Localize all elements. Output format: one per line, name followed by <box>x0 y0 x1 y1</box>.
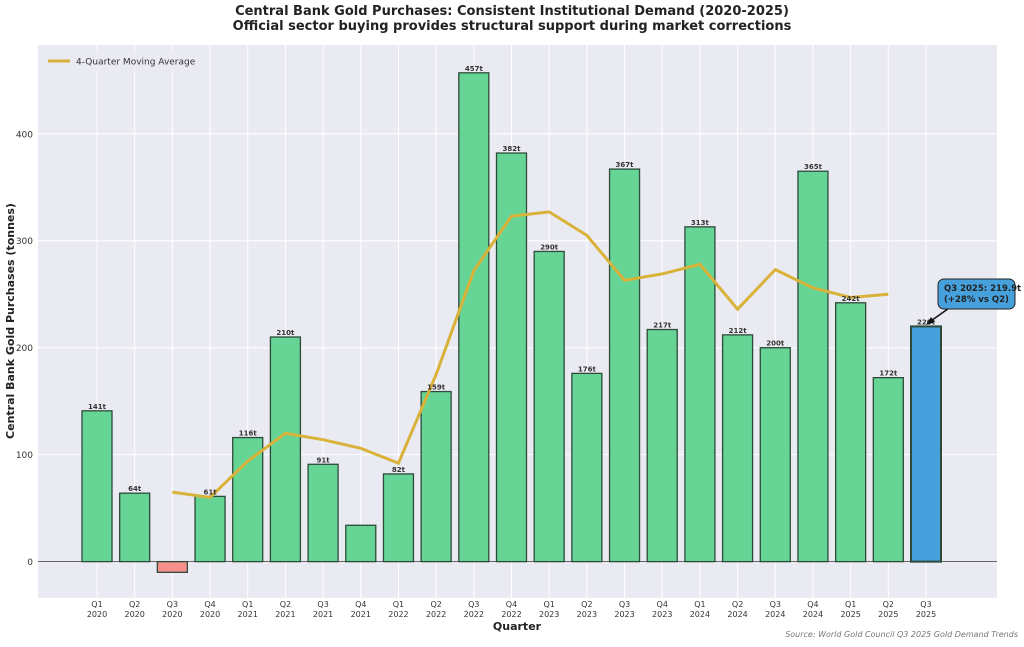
bar-data-label: 64t <box>128 485 142 493</box>
bar <box>797 170 829 563</box>
bar <box>458 72 490 563</box>
bar-data-label: 141t <box>88 403 107 411</box>
bar <box>608 168 641 563</box>
annotation-box <box>937 278 1016 310</box>
legend-label: 4-Quarter Moving Average <box>76 58 196 68</box>
x-tick-label: Q4 2020 <box>200 600 220 619</box>
x-tick-label: Q3 2025 <box>916 600 936 619</box>
x-tick-label: Q1 2023 <box>539 600 559 619</box>
x-tick-label: Q1 2022 <box>388 600 408 619</box>
bar <box>759 347 791 563</box>
bar-data-label: 200t <box>766 340 785 348</box>
bar <box>382 473 415 563</box>
bar-data-label: 457t <box>465 65 484 73</box>
x-tick-label: Q3 2021 <box>313 600 333 619</box>
bar <box>307 463 339 563</box>
bar-data-label: 313t <box>691 219 710 227</box>
y-tick-label: 400 <box>16 130 33 140</box>
bar <box>194 495 226 563</box>
x-tick-label: Q2 2025 <box>878 600 898 619</box>
x-tick-label: Q4 2021 <box>351 600 371 619</box>
x-tick-label: Q2 2023 <box>577 600 597 619</box>
x-tick-label: Q2 2022 <box>426 600 446 619</box>
bar-data-label: 210t <box>276 329 295 337</box>
source-note: Source: World Gold Council Q3 2025 Gold … <box>785 630 1018 639</box>
moving-average-line <box>172 210 889 500</box>
annotation-text: Q3 2025: 219.9t (+28% vs Q2) <box>944 284 1021 305</box>
x-tick-label: Q2 2020 <box>125 600 145 619</box>
bar-data-label: 220t <box>917 318 936 326</box>
y-tick-label: 100 <box>16 451 33 461</box>
bar <box>345 524 377 563</box>
bar <box>420 390 452 563</box>
x-tick-label: Q3 2024 <box>765 600 785 619</box>
bar-data-label: 367t <box>616 161 635 169</box>
annotation: Q3 2025: 219.9t (+28% vs Q2) <box>926 278 1021 325</box>
legend: 4-Quarter Moving Average <box>42 50 197 72</box>
bar-data-label: 176t <box>578 365 597 373</box>
bar <box>721 334 754 563</box>
x-tick-label: Q2 2021 <box>275 600 295 619</box>
x-tick-label: Q3 2020 <box>162 600 182 619</box>
bar-data-label: 91t <box>317 456 331 464</box>
bar <box>834 302 867 563</box>
x-tick-label: Q4 2022 <box>501 600 521 619</box>
y-axis-label: Central Bank Gold Purchases (tonnes) <box>4 203 17 439</box>
bar-data-label: 290t <box>540 243 559 251</box>
bar <box>910 325 942 563</box>
y-tick-label: 300 <box>16 237 33 247</box>
y-tick-label: 0 <box>27 558 33 568</box>
x-tick-label: Q2 2024 <box>727 600 747 619</box>
bar-data-label: 116t <box>239 430 258 438</box>
bar-data-label: 217t <box>653 322 672 330</box>
x-tick-label: Q3 2023 <box>614 600 634 619</box>
bar <box>156 560 189 573</box>
bar-data-label: 172t <box>879 370 898 378</box>
bar-data-label: 382t <box>503 145 522 153</box>
x-tick-label: Q3 2022 <box>464 600 484 619</box>
chart-subtitle: Official sector buying provides structur… <box>233 19 792 34</box>
bar <box>684 226 716 563</box>
x-tick-label: Q1 2021 <box>238 600 258 619</box>
bar-data-label: 242t <box>842 295 861 303</box>
bar <box>81 410 113 563</box>
x-axis-label: Quarter <box>493 620 542 633</box>
y-tick-label: 200 <box>16 344 33 354</box>
bar <box>571 372 603 563</box>
bar <box>495 152 528 563</box>
bar <box>533 250 565 563</box>
bar <box>232 436 264 563</box>
x-tick-label: Q1 2020 <box>87 600 107 619</box>
bar <box>119 492 151 563</box>
bar-data-label: 212t <box>729 327 748 335</box>
x-tick-label: Q1 2025 <box>840 600 860 619</box>
bar <box>872 377 904 563</box>
bar-data-label: 159t <box>427 384 446 392</box>
bar <box>646 328 678 563</box>
x-tick-label: Q4 2024 <box>803 600 823 619</box>
x-tick-label: Q4 2023 <box>652 600 672 619</box>
bar <box>269 336 302 563</box>
chart-title: Central Bank Gold Purchases: Consistent … <box>235 4 789 19</box>
bar-data-label: 61t <box>203 488 217 496</box>
x-tick-label: Q1 2024 <box>690 600 710 619</box>
bar-data-label: 82t <box>392 466 406 474</box>
bar-data-label: 365t <box>804 163 823 171</box>
